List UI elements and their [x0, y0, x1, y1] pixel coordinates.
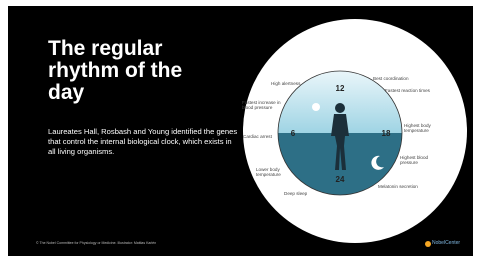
annotation: Deep sleep [284, 191, 326, 196]
annotation: Best coordination [373, 76, 415, 81]
annotation: Highest body temperature [404, 123, 438, 134]
hour-label: 6 [283, 129, 303, 138]
hour-label: 24 [330, 175, 350, 184]
annotation: Fastest reaction times [385, 88, 435, 93]
annotation: Highest blood pressure [400, 155, 430, 166]
logo: NobelCenter [432, 240, 460, 246]
annotation: High alertness [271, 81, 313, 86]
annotation: Melatonin secretion [378, 184, 428, 189]
hour-label: 12 [330, 84, 350, 93]
annotation: Fastest increase in blood pressure [242, 100, 282, 111]
annotation: Lower body temperature [256, 167, 290, 178]
annotation: Cardiac arrest [243, 134, 285, 139]
hour-label: 18 [376, 129, 396, 138]
slide: The regular rhythm of the day Laureates … [0, 0, 481, 262]
logo-dot [424, 240, 432, 248]
credit: © The Nobel Committee for Physiology or … [36, 241, 156, 245]
sun [312, 103, 320, 111]
